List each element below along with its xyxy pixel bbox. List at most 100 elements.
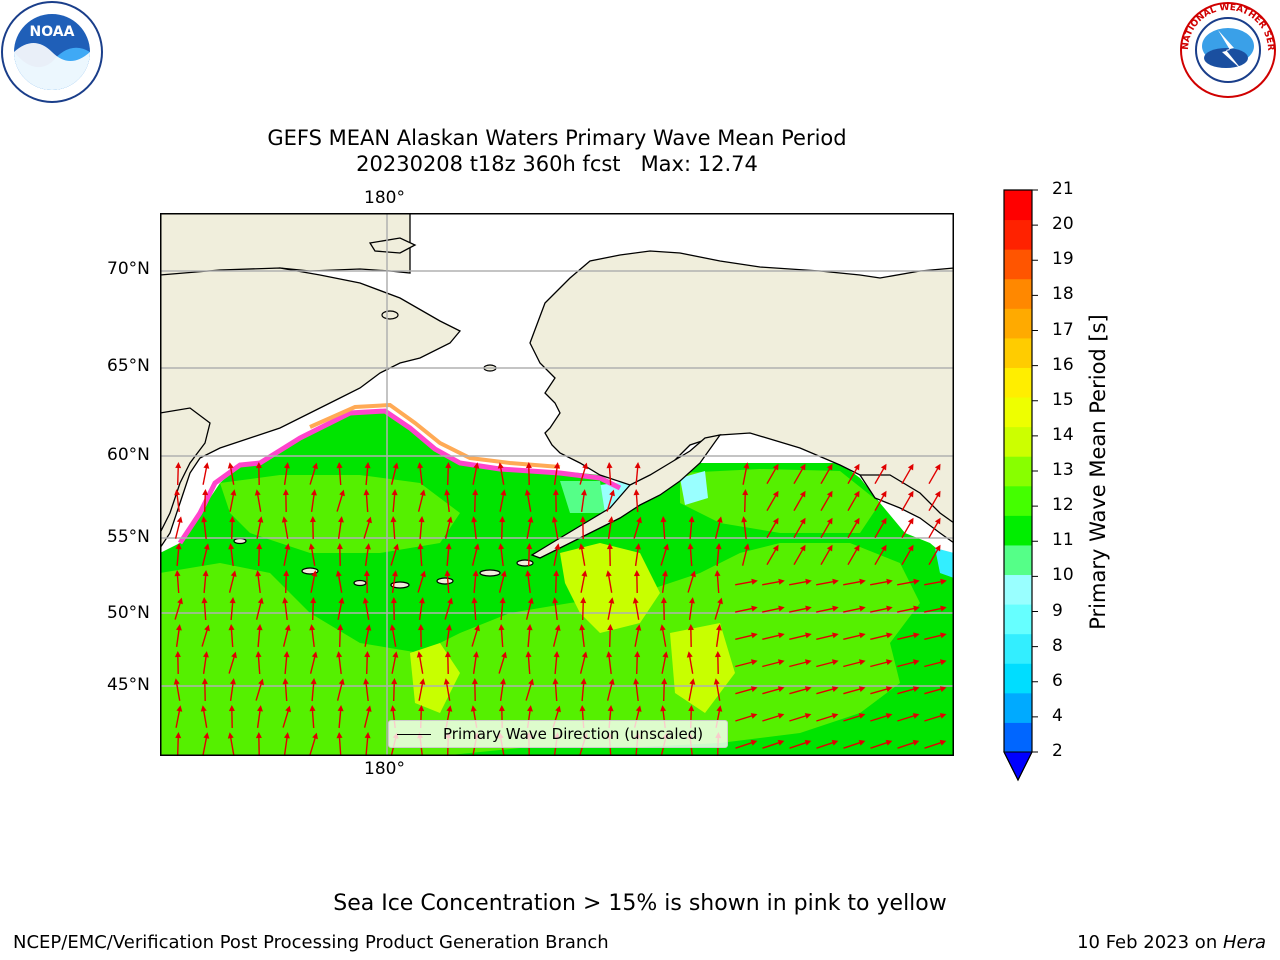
colorbar [1000, 186, 1040, 786]
wave-arrow-head [907, 517, 914, 525]
wave-arrow-head [336, 543, 343, 550]
wave-arrow-shaft [847, 546, 859, 566]
wave-arrow-head [608, 678, 615, 685]
wave-arrow-shaft [338, 707, 342, 729]
wave-arrow-shaft [202, 708, 208, 728]
wave-arrow-shaft [203, 519, 207, 539]
wave-arrow-head [527, 705, 533, 712]
wave-arrow-shaft [924, 741, 944, 749]
wave-arrow-head [525, 570, 532, 577]
wave-arrow-head [309, 516, 316, 523]
ocean-mint-patch [560, 481, 605, 513]
wave-arrow-head [417, 462, 424, 469]
wave-arrow-head [832, 578, 839, 585]
wave-arrow-shaft [897, 634, 917, 640]
wave-arrow-head [580, 678, 587, 685]
wave-arrow-shaft [689, 545, 693, 567]
wave-arrow-shaft [843, 687, 863, 695]
wave-arrow-head [337, 624, 344, 631]
colorbar-swatch [1004, 249, 1032, 280]
wave-arrow-shaft [793, 492, 805, 512]
wave-arrow-head [256, 543, 263, 550]
wave-arrow-shaft [928, 492, 940, 512]
wave-arrow-head [716, 516, 723, 523]
wave-arrow-shaft [555, 572, 557, 594]
colorbar-swatch [1004, 663, 1032, 694]
wave-arrow-head [716, 705, 723, 712]
wave-arrow-shaft [843, 714, 863, 722]
wave-arrow-head [418, 705, 425, 712]
wave-arrow-head [799, 517, 806, 525]
wave-arrow-shaft [688, 681, 694, 701]
wave-arrow-head [778, 578, 785, 585]
wave-arrow-shaft [202, 735, 208, 755]
land-siberia [160, 213, 954, 534]
wave-arrow-head [934, 490, 941, 498]
wave-arrow-head [688, 516, 695, 523]
wave-arrow-head [471, 597, 478, 604]
wave-arrow-head [579, 705, 586, 712]
wave-arrow-shaft [789, 687, 809, 695]
wave-arrow-shaft [607, 519, 613, 539]
wave-arrow-head [554, 543, 561, 550]
wave-arrow-head [176, 624, 182, 631]
wave-arrow-head [635, 543, 641, 550]
wave-arrow-shaft [580, 492, 586, 512]
wave-arrow-head [552, 489, 559, 496]
wave-arrow-shaft [230, 546, 234, 566]
wave-arrow-shaft [309, 465, 317, 485]
wave-arrow-shaft [201, 546, 209, 566]
colorbar-extend-arrow [1003, 751, 1033, 782]
wave-arrow-shaft [419, 465, 423, 485]
wave-arrow-shaft [364, 546, 370, 566]
wave-arrow-head [364, 732, 371, 739]
ocean-light-region-2 [220, 475, 460, 553]
wave-arrow-head [912, 686, 920, 692]
wave-arrow-head [940, 605, 947, 612]
wave-arrow-head [805, 632, 812, 639]
wave-arrow-shaft [363, 519, 371, 539]
wave-arrow-head [363, 570, 370, 577]
wave-arrow-shaft [633, 519, 641, 539]
wave-arrow-shaft [499, 465, 505, 485]
wave-arrow-head [714, 651, 721, 658]
wave-arrow-head [282, 597, 289, 604]
wave-arrow-head [525, 462, 532, 469]
wave-arrow-head [886, 605, 893, 612]
wave-arrow-head [527, 516, 534, 523]
wave-arrow-head [831, 686, 839, 692]
wave-arrow-head [444, 570, 451, 577]
wave-arrow-shaft [924, 580, 944, 586]
lat-label-65: 65°N [107, 356, 150, 376]
wave-arrow-head [832, 632, 839, 639]
wave-arrow-head [392, 462, 399, 469]
wave-arrow-head [501, 651, 507, 659]
wave-arrow-head [805, 659, 812, 666]
wave-arrow-shaft [735, 714, 755, 722]
wave-arrow-shaft [419, 545, 423, 567]
wave-arrow-head [309, 705, 316, 712]
colorbar-swatch [1004, 633, 1032, 664]
wave-arrow-shaft [874, 519, 886, 539]
wave-arrow-head [445, 462, 452, 469]
wave-arrow-head [934, 544, 941, 552]
wave-arrow-head [391, 678, 398, 685]
wave-arrow-head [660, 597, 667, 604]
wave-arrow-head [338, 597, 345, 604]
wave-arrow-head [859, 632, 866, 639]
wave-arrow-head [805, 578, 812, 585]
wave-arrow-shaft [901, 465, 913, 485]
wave-arrow-head [743, 543, 750, 550]
wave-arrow-head [228, 705, 235, 712]
wave-arrow-head [203, 651, 209, 658]
wave-arrow-head [471, 678, 478, 685]
wave-arrow-shaft [789, 634, 809, 640]
wave-arrow-shaft [202, 465, 208, 485]
wave-arrow-shaft [528, 545, 530, 567]
wave-arrow-shaft [606, 681, 614, 701]
wave-arrow-shaft [820, 465, 832, 485]
wave-arrow-shaft [843, 580, 863, 586]
wave-arrow-shaft [609, 626, 611, 648]
wave-arrow-shaft [634, 627, 640, 647]
wave-arrow-shaft [789, 714, 809, 722]
